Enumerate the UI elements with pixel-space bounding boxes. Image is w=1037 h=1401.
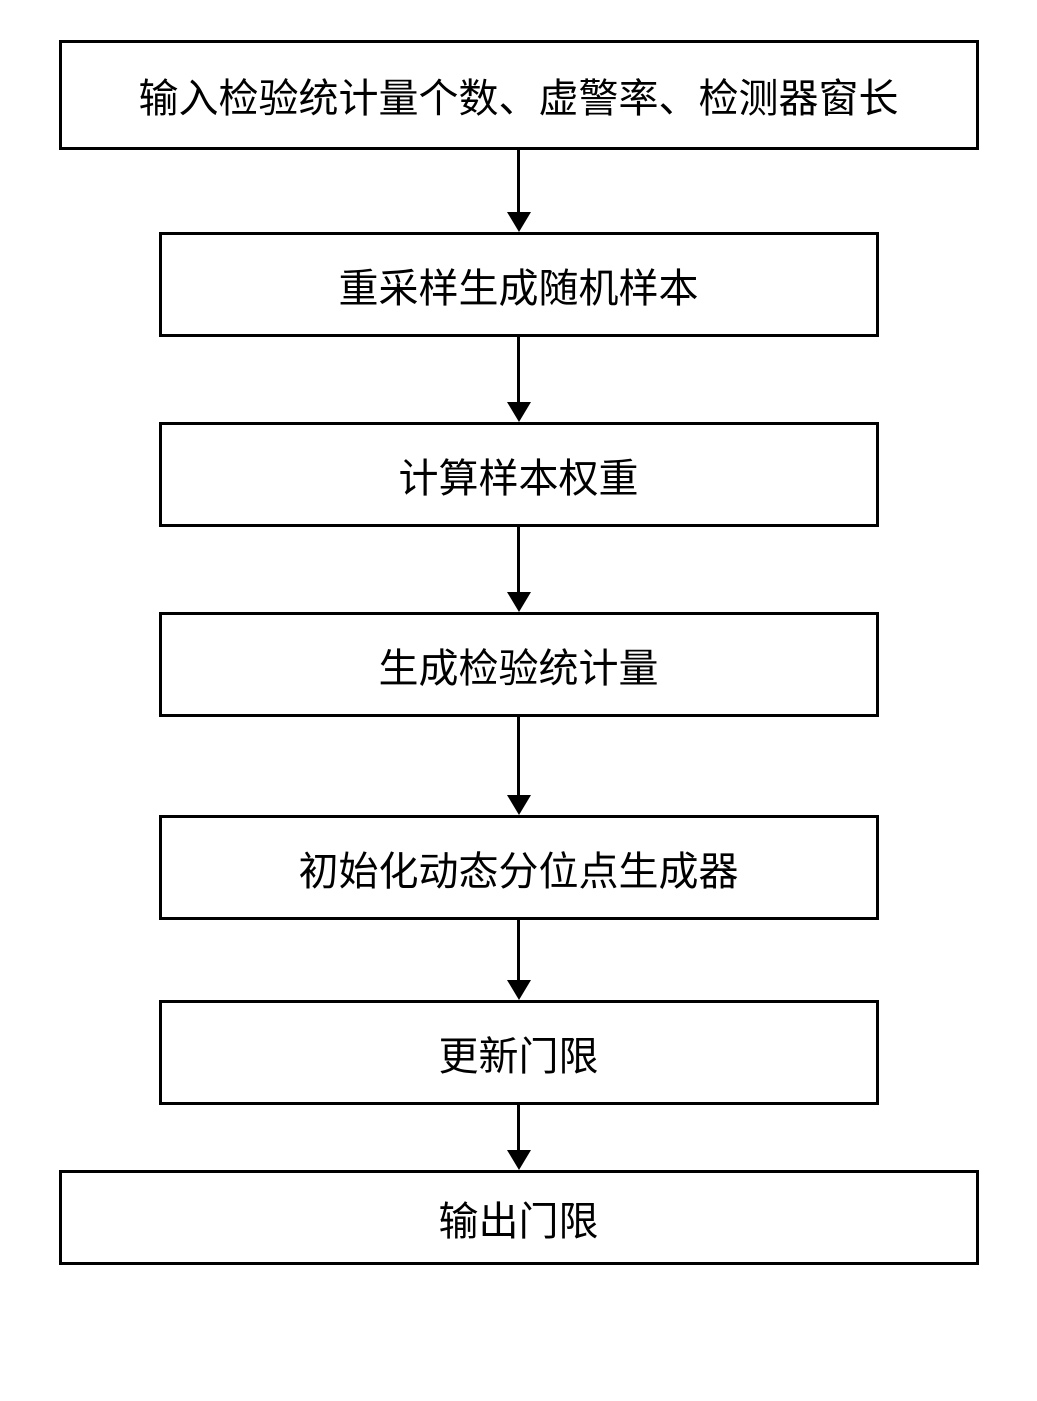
arrow-head-icon — [507, 212, 531, 232]
arrow-line — [517, 527, 520, 592]
arrow-head-icon — [507, 402, 531, 422]
flowchart-node-7-label: 输出门限 — [439, 1189, 599, 1247]
flowchart-node-3-label: 计算样本权重 — [399, 446, 639, 504]
flowchart-node-2-label: 重采样生成随机样本 — [339, 256, 699, 314]
arrow-head-icon — [507, 592, 531, 612]
flowchart-node-2: 重采样生成随机样本 — [159, 232, 879, 337]
flowchart-node-1-label: 输入检验统计量个数、虚警率、检测器窗长 — [139, 66, 899, 124]
flowchart-node-4: 生成检验统计量 — [159, 612, 879, 717]
arrow-line — [517, 150, 520, 212]
arrow-head-icon — [507, 795, 531, 815]
arrow-head-icon — [507, 980, 531, 1000]
arrow-line — [517, 1105, 520, 1150]
arrow-head-icon — [507, 1150, 531, 1170]
flowchart-node-5: 初始化动态分位点生成器 — [159, 815, 879, 920]
flowchart-node-6: 更新门限 — [159, 1000, 879, 1105]
flowchart-arrow-6 — [507, 1105, 531, 1170]
flowchart-arrow-4 — [507, 717, 531, 815]
arrow-line — [517, 920, 520, 980]
flowchart-node-4-label: 生成检验统计量 — [379, 636, 659, 694]
flowchart-node-6-label: 更新门限 — [439, 1024, 599, 1082]
flowchart-arrow-2 — [507, 337, 531, 422]
flowchart-node-5-label: 初始化动态分位点生成器 — [299, 839, 739, 897]
arrow-line — [517, 337, 520, 402]
flowchart-arrow-3 — [507, 527, 531, 612]
flowchart-arrow-1 — [507, 150, 531, 232]
flowchart-node-3: 计算样本权重 — [159, 422, 879, 527]
flowchart-container: 输入检验统计量个数、虚警率、检测器窗长 重采样生成随机样本 计算样本权重 生成检… — [59, 40, 979, 1265]
arrow-line — [517, 717, 520, 795]
flowchart-node-7: 输出门限 — [59, 1170, 979, 1265]
flowchart-node-1: 输入检验统计量个数、虚警率、检测器窗长 — [59, 40, 979, 150]
flowchart-arrow-5 — [507, 920, 531, 1000]
